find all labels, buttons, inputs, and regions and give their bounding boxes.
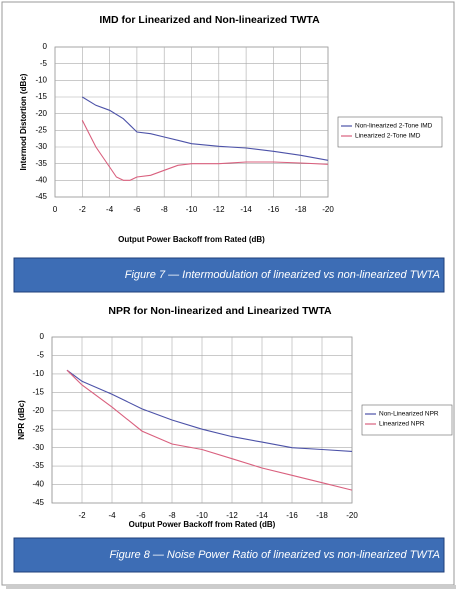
legend-label: Linearized NPR <box>379 421 425 428</box>
caption: Figure 8 — Noise Power Ratio of lineariz… <box>109 549 440 561</box>
x-axis-label: Output Power Backoff from Rated (dB) <box>118 235 265 244</box>
x-tick-label: -20 <box>346 511 358 520</box>
caption-box <box>13 257 445 293</box>
y-tick-label: -20 <box>32 406 44 415</box>
y-tick-label: -20 <box>35 109 47 118</box>
x-tick-label: 0 <box>53 205 58 214</box>
y-tick-label: -25 <box>35 125 47 134</box>
legend-label: Linearized 2-Tone IMD <box>355 133 421 140</box>
caption-box <box>13 537 445 573</box>
y-tick-label: -40 <box>32 480 44 489</box>
x-tick-label: -4 <box>108 511 116 520</box>
x-tick-label: -6 <box>138 511 146 520</box>
x-axis-label: Output Power Backoff from Rated (dB) <box>129 520 276 529</box>
x-tick-label: -6 <box>133 205 141 214</box>
chart-title: NPR for Non-linearized and Linearized TW… <box>108 305 332 317</box>
y-tick-label: -30 <box>35 142 47 151</box>
x-tick-label: -2 <box>78 511 86 520</box>
x-tick-label: -14 <box>240 205 252 214</box>
y-tick-label: 0 <box>43 42 48 51</box>
y-tick-label: -45 <box>35 192 47 201</box>
page-shadow <box>6 585 456 589</box>
x-tick-label: -8 <box>168 511 176 520</box>
legend-label: Non-Linearized NPR <box>379 411 439 418</box>
y-tick-label: -15 <box>32 387 44 396</box>
y-tick-label: 0 <box>40 332 45 341</box>
legend-box <box>337 116 443 148</box>
y-tick-label: -10 <box>35 75 47 84</box>
y-tick-label: -25 <box>32 424 44 433</box>
y-tick-label: -15 <box>35 92 47 101</box>
x-tick-label: -10 <box>196 511 208 520</box>
x-tick-label: -16 <box>286 511 298 520</box>
y-tick-label: -5 <box>40 59 48 68</box>
caption: Figure 7 — Intermodulation of linearized… <box>125 269 440 281</box>
y-tick-label: -35 <box>32 461 44 470</box>
data-line <box>81 120 329 181</box>
x-tick-label: -12 <box>226 511 238 520</box>
x-tick-label: -12 <box>213 205 225 214</box>
y-axis-label: Intermod Distortion (dBc) <box>19 73 28 170</box>
x-tick-label: -8 <box>161 205 169 214</box>
data-line <box>82 96 329 161</box>
x-tick-label: -4 <box>106 205 114 214</box>
y-axis-label: NPR (dBc) <box>17 400 26 440</box>
data-line <box>66 369 353 491</box>
x-tick-label: -20 <box>322 205 334 214</box>
y-tick-label: -10 <box>32 369 44 378</box>
data-line <box>66 369 353 452</box>
x-tick-label: -18 <box>316 511 328 520</box>
x-tick-label: -14 <box>256 511 268 520</box>
y-tick-label: -45 <box>32 498 44 507</box>
y-tick-label: -35 <box>35 159 47 168</box>
x-tick-label: -2 <box>79 205 87 214</box>
y-tick-label: -40 <box>35 175 47 184</box>
chart-title: IMD for Linearized and Non-linearized TW… <box>99 14 320 26</box>
legend-label: Non-linearized 2-Tone IMD <box>355 123 433 130</box>
x-tick-label: -18 <box>295 205 307 214</box>
x-tick-label: -16 <box>268 205 280 214</box>
y-tick-label: -5 <box>37 351 45 360</box>
x-tick-label: -10 <box>186 205 198 214</box>
legend-box <box>361 404 453 436</box>
y-tick-label: -30 <box>32 443 44 452</box>
